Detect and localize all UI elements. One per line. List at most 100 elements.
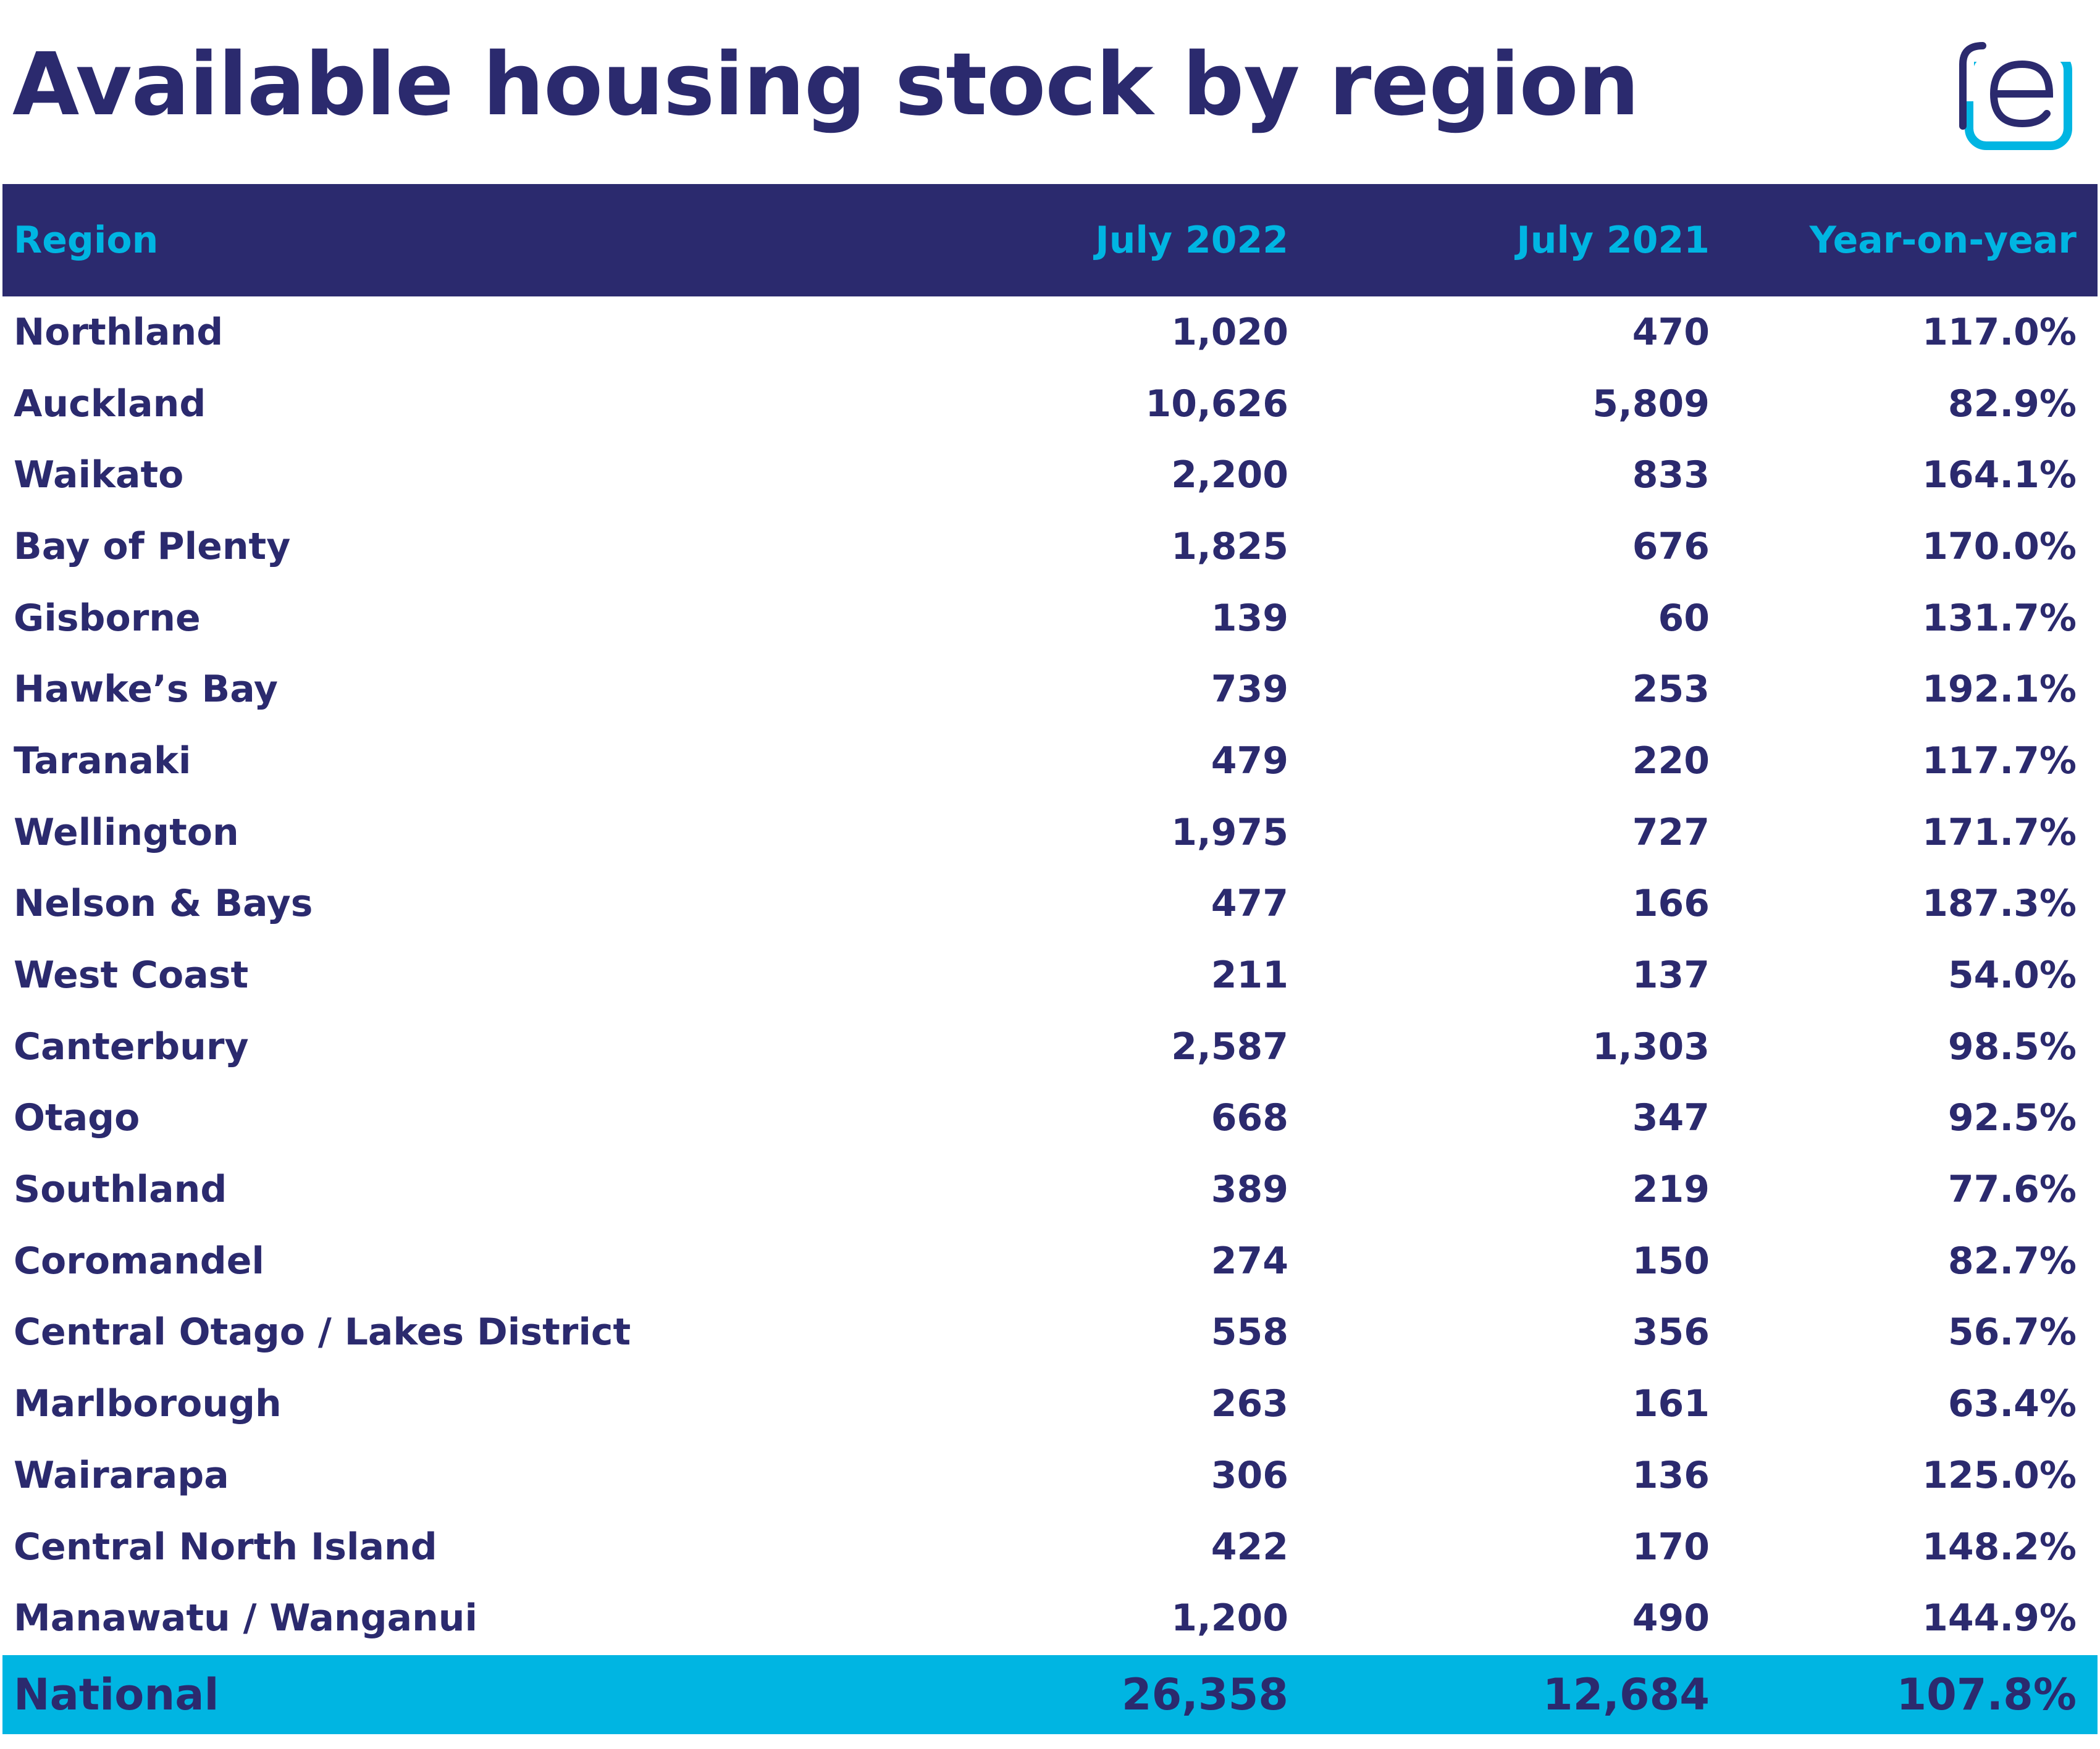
july-2021-cell: 470 xyxy=(1632,310,1710,354)
july-2022-cell: 1,975 xyxy=(1171,810,1288,854)
region-cell: Wairarapa xyxy=(14,1453,229,1497)
housing-stock-table: Region July 2022 July 2021 Year-on-year … xyxy=(2,184,2098,1735)
july-2022-cell: 2,200 xyxy=(1171,453,1288,497)
july-2021-cell: 166 xyxy=(1632,882,1710,926)
yoy-cell: 92.5% xyxy=(1947,1096,2077,1140)
july-2022-cell: 389 xyxy=(1211,1168,1288,1212)
july-2022-cell: 422 xyxy=(1211,1525,1288,1569)
july-2021-cell: 490 xyxy=(1632,1596,1710,1640)
region-cell: Taranaki xyxy=(14,739,191,782)
table-row: Southland 389 219 77.6% xyxy=(2,1154,2098,1225)
july-2021-cell: 170 xyxy=(1632,1525,1710,1569)
yoy-cell: 98.5% xyxy=(1947,1025,2077,1068)
region-cell: Gisborne xyxy=(14,596,201,640)
re-logo-icon xyxy=(1959,21,2077,150)
total-july-2021-cell: 12,684 xyxy=(1542,1669,1710,1721)
yoy-cell: 117.0% xyxy=(1922,310,2077,354)
region-cell: Central North Island xyxy=(14,1525,437,1569)
region-cell: Marlborough xyxy=(14,1382,282,1426)
july-2021-cell: 727 xyxy=(1632,810,1710,854)
yoy-cell: 82.7% xyxy=(1947,1239,2077,1283)
july-2021-cell: 676 xyxy=(1632,524,1710,568)
july-2022-cell: 10,626 xyxy=(1145,382,1288,426)
july-2021-cell: 253 xyxy=(1632,668,1710,711)
table-row: Taranaki 479 220 117.7% xyxy=(2,725,2098,797)
region-cell: Southland xyxy=(14,1168,227,1212)
july-2021-cell: 136 xyxy=(1632,1453,1710,1497)
july-2021-cell: 150 xyxy=(1632,1239,1710,1283)
july-2021-cell: 60 xyxy=(1658,596,1710,640)
table-row: Otago 668 347 92.5% xyxy=(2,1083,2098,1154)
table-row: West Coast 211 137 54.0% xyxy=(2,939,2098,1011)
region-cell: West Coast xyxy=(14,954,249,997)
july-2022-cell: 739 xyxy=(1211,668,1288,711)
yoy-cell: 77.6% xyxy=(1947,1168,2077,1212)
yoy-cell: 171.7% xyxy=(1922,810,2077,854)
yoy-cell: 144.9% xyxy=(1922,1596,2077,1640)
region-cell: Canterbury xyxy=(14,1025,249,1068)
page-title: Available housing stock by region xyxy=(12,35,1639,135)
yoy-cell: 125.0% xyxy=(1922,1453,2077,1497)
region-cell: Waikato xyxy=(14,453,184,497)
table-row: Coromandel 274 150 82.7% xyxy=(2,1225,2098,1297)
column-header-region: Region xyxy=(14,219,159,262)
yoy-cell: 82.9% xyxy=(1947,382,2077,426)
table-row: Waikato 2,200 833 164.1% xyxy=(2,439,2098,511)
column-header-july-2022: July 2022 xyxy=(1095,219,1288,262)
region-cell: Manawatu / Wanganui xyxy=(14,1596,478,1640)
july-2021-cell: 5,809 xyxy=(1592,382,1710,426)
total-yoy-cell: 107.8% xyxy=(1896,1669,2077,1721)
july-2022-cell: 1,825 xyxy=(1171,524,1288,568)
july-2021-cell: 356 xyxy=(1632,1311,1710,1354)
yoy-cell: 56.7% xyxy=(1947,1311,2077,1354)
july-2022-cell: 2,587 xyxy=(1171,1025,1288,1068)
table-row: Canterbury 2,587 1,303 98.5% xyxy=(2,1011,2098,1083)
table-row: Northland 1,020 470 117.0% xyxy=(2,296,2098,368)
july-2021-cell: 161 xyxy=(1632,1382,1710,1426)
july-2022-cell: 558 xyxy=(1211,1311,1288,1354)
total-region-cell: National xyxy=(14,1669,219,1721)
july-2022-cell: 1,200 xyxy=(1171,1596,1288,1640)
table-row: Central Otago / Lakes District 558 356 5… xyxy=(2,1297,2098,1369)
region-cell: Hawke’s Bay xyxy=(14,668,278,711)
yoy-cell: 117.7% xyxy=(1922,739,2077,782)
table-row: Marlborough 263 161 63.4% xyxy=(2,1368,2098,1440)
table-row: Hawke’s Bay 739 253 192.1% xyxy=(2,653,2098,725)
column-header-year-on-year: Year-on-year xyxy=(1809,219,2077,262)
yoy-cell: 54.0% xyxy=(1947,954,2077,997)
july-2022-cell: 263 xyxy=(1211,1382,1288,1426)
yoy-cell: 164.1% xyxy=(1922,453,2077,497)
region-cell: Nelson & Bays xyxy=(14,882,313,926)
july-2022-cell: 1,020 xyxy=(1171,310,1288,354)
yoy-cell: 187.3% xyxy=(1922,882,2077,926)
region-cell: Otago xyxy=(14,1096,140,1140)
table-row: Central North Island 422 170 148.2% xyxy=(2,1511,2098,1583)
yoy-cell: 192.1% xyxy=(1922,668,2077,711)
july-2022-cell: 668 xyxy=(1211,1096,1288,1140)
region-cell: Coromandel xyxy=(14,1239,264,1283)
yoy-cell: 170.0% xyxy=(1922,524,2077,568)
july-2021-cell: 833 xyxy=(1632,453,1710,497)
table-row: Wellington 1,975 727 171.7% xyxy=(2,797,2098,868)
region-cell: Wellington xyxy=(14,810,239,854)
july-2022-cell: 477 xyxy=(1211,882,1288,926)
july-2021-cell: 137 xyxy=(1632,954,1710,997)
region-cell: Central Otago / Lakes District xyxy=(14,1311,631,1354)
july-2021-cell: 220 xyxy=(1632,739,1710,782)
yoy-cell: 131.7% xyxy=(1922,596,2077,640)
july-2022-cell: 139 xyxy=(1211,596,1288,640)
july-2021-cell: 1,303 xyxy=(1592,1025,1710,1068)
yoy-cell: 148.2% xyxy=(1922,1525,2077,1569)
july-2022-cell: 274 xyxy=(1211,1239,1288,1283)
july-2022-cell: 479 xyxy=(1211,739,1288,782)
yoy-cell: 63.4% xyxy=(1947,1382,2077,1426)
table-row: Bay of Plenty 1,825 676 170.0% xyxy=(2,511,2098,582)
table-row: Nelson & Bays 477 166 187.3% xyxy=(2,868,2098,940)
july-2022-cell: 211 xyxy=(1211,954,1288,997)
column-header-july-2021: July 2021 xyxy=(1516,219,1710,262)
region-cell: Auckland xyxy=(14,382,206,426)
table-row: Gisborne 139 60 131.7% xyxy=(2,582,2098,654)
national-total-row: National 26,358 12,684 107.8% xyxy=(2,1655,2098,1735)
table-row: Auckland 10,626 5,809 82.9% xyxy=(2,368,2098,440)
